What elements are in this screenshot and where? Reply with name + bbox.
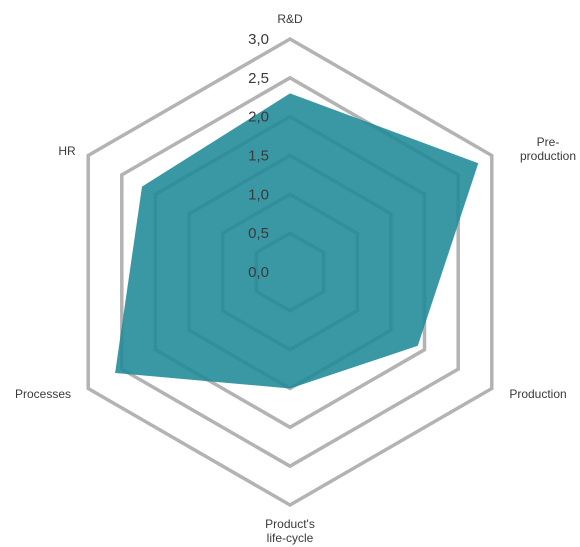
category-label: Production bbox=[509, 387, 566, 401]
category-label: Processes bbox=[15, 387, 71, 401]
series-layer bbox=[115, 93, 479, 389]
radial-tick-label: 1,5 bbox=[248, 148, 269, 165]
grid-ring bbox=[86, 36, 494, 508]
tick-layer: 0,0 0,5 1,0 1,5 2,0 2,5 3,0 bbox=[248, 31, 269, 281]
radial-tick-label: 1,0 bbox=[248, 186, 269, 203]
radial-tick-label: 0,5 bbox=[248, 225, 269, 242]
radial-tick-label: 2,0 bbox=[248, 109, 269, 126]
category-label: Product's life-cycle bbox=[265, 517, 315, 545]
category-label: R&D bbox=[277, 12, 303, 26]
radial-tick-label: 0,0 bbox=[248, 264, 269, 281]
category-label: HR bbox=[58, 144, 76, 158]
series-area bbox=[115, 93, 479, 389]
category-label: Pre-production bbox=[520, 135, 576, 163]
label-layer: R&D Pre-production Production Product's life… bbox=[15, 12, 576, 545]
radial-tick-label: 3,0 bbox=[248, 31, 269, 48]
radial-tick-label: 2,5 bbox=[248, 70, 269, 87]
